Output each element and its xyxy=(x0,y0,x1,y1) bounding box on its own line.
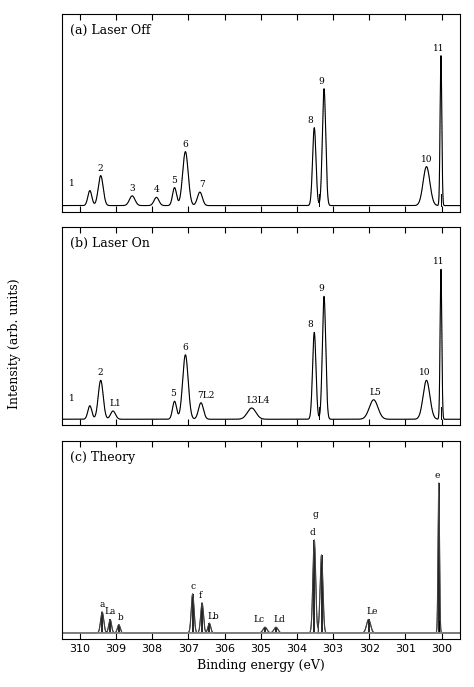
Text: 4: 4 xyxy=(154,185,159,194)
Text: e: e xyxy=(435,471,440,480)
Text: (a) Laser Off: (a) Laser Off xyxy=(70,23,150,36)
Text: (b) Laser On: (b) Laser On xyxy=(70,237,149,250)
Text: 9: 9 xyxy=(319,284,324,293)
Text: Ld: Ld xyxy=(273,615,285,624)
Text: 7L2: 7L2 xyxy=(197,391,214,400)
Text: b: b xyxy=(118,613,123,622)
Text: L5: L5 xyxy=(370,387,382,397)
Text: 6: 6 xyxy=(182,343,188,352)
Text: 5: 5 xyxy=(170,390,176,398)
Text: Intensity (arb. units): Intensity (arb. units) xyxy=(8,278,21,409)
Text: 2: 2 xyxy=(98,164,103,172)
Text: 10: 10 xyxy=(419,368,430,377)
Text: 2: 2 xyxy=(98,368,103,377)
X-axis label: Binding energy (eV): Binding energy (eV) xyxy=(197,660,325,673)
Text: Lc: Lc xyxy=(253,615,264,624)
Text: L3L4: L3L4 xyxy=(246,396,270,405)
Text: 1: 1 xyxy=(69,394,74,403)
Text: Lb: Lb xyxy=(207,612,219,621)
Text: 8: 8 xyxy=(308,115,313,124)
Text: (c) Theory: (c) Theory xyxy=(70,451,135,464)
Text: 6: 6 xyxy=(182,139,188,148)
Text: Le: Le xyxy=(366,607,378,616)
Text: L1: L1 xyxy=(109,399,121,408)
Text: 8: 8 xyxy=(308,320,313,329)
Text: g: g xyxy=(312,510,318,519)
Text: 3: 3 xyxy=(129,184,135,193)
Text: a: a xyxy=(100,600,105,609)
Text: La: La xyxy=(104,607,116,616)
Text: 1: 1 xyxy=(69,179,74,188)
Text: 7: 7 xyxy=(199,180,205,189)
Text: c: c xyxy=(190,582,195,591)
Text: 5: 5 xyxy=(172,176,177,185)
Text: 11: 11 xyxy=(433,258,445,267)
Text: d: d xyxy=(309,528,315,537)
Text: 9: 9 xyxy=(319,77,324,86)
Text: 11: 11 xyxy=(433,44,445,53)
Text: 10: 10 xyxy=(421,155,432,164)
Text: f: f xyxy=(198,591,201,600)
